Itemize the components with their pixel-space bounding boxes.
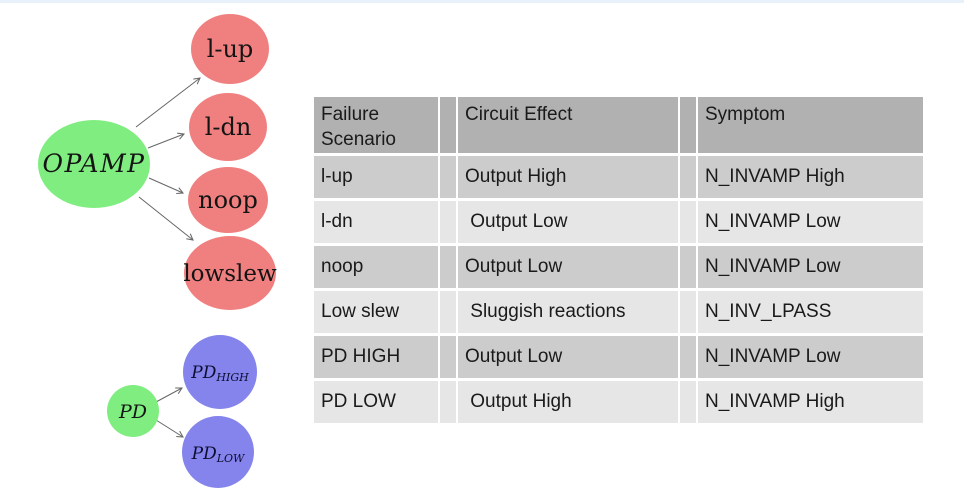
cell-symptom: N_INVAMP Low (698, 201, 923, 246)
node-lowslew (184, 236, 276, 310)
arrow-opamp-to-ldn (147, 132, 186, 149)
table-row: l-up Output High N_INVAMP High (314, 156, 923, 201)
cell-spacer (680, 381, 698, 423)
cell-effect: Output Low (458, 201, 680, 246)
cell-effect: Output Low (458, 246, 680, 291)
arrow-opamp-to-lup (135, 77, 201, 128)
node-noop (188, 167, 268, 233)
cell-spacer (680, 156, 698, 201)
cell-scenario: Low slew (314, 291, 440, 336)
cell-symptom: N_INV_LPASS (698, 291, 923, 336)
node-ldn (189, 93, 267, 161)
node-pdhigh (183, 335, 257, 409)
top-strip (0, 0, 964, 3)
node-pd-label: PD (118, 401, 147, 423)
cell-effect: Output Low (458, 336, 680, 381)
node-opamp (38, 120, 150, 208)
cell-effect: Output High (458, 156, 680, 201)
arrow-pd-to-pdhigh (155, 387, 183, 403)
cell-scenario: l-dn (314, 201, 440, 246)
cell-spacer (680, 201, 698, 246)
failure-scenario-table: Failure Scenario Circuit Effect Symptom … (314, 97, 923, 423)
cell-symptom: N_INVAMP Low (698, 336, 923, 381)
col-header-symptom: Symptom (698, 97, 923, 156)
table-row: l-dn Output Low N_INVAMP Low (314, 201, 923, 246)
cell-scenario: noop (314, 246, 440, 291)
node-lup (191, 14, 269, 84)
arrow-opamp-to-lowslew (138, 196, 194, 241)
node-noop-label: noop (198, 186, 258, 214)
fault-tree-diagram: OPAMP l-up l-dn noop lowslew PD PDHIGH P… (38, 14, 277, 488)
cell-spacer (440, 201, 458, 246)
cell-symptom: N_INVAMP High (698, 156, 923, 201)
node-pdlow (182, 416, 254, 488)
cell-effect: Output High (458, 381, 680, 423)
cell-spacer (680, 291, 698, 336)
node-opamp-label: OPAMP (43, 149, 146, 178)
cell-scenario: l-up (314, 156, 440, 201)
cell-effect: Sluggish reactions (458, 291, 680, 336)
cell-spacer (680, 336, 698, 381)
table-row: PD LOW Output High N_INVAMP High (314, 381, 923, 423)
node-pd (107, 385, 159, 437)
cell-symptom: N_INVAMP Low (698, 246, 923, 291)
col-header-circuit-effect: Circuit Effect (458, 97, 680, 156)
cell-spacer (440, 291, 458, 336)
cell-spacer (440, 336, 458, 381)
col-header-failure-scenario: Failure Scenario (314, 97, 440, 156)
cell-scenario: PD HIGH (314, 336, 440, 381)
cell-spacer (440, 246, 458, 291)
table-header-row: Failure Scenario Circuit Effect Symptom (314, 97, 923, 156)
cell-spacer (440, 381, 458, 423)
arrow-pd-to-pdlow (155, 419, 184, 438)
cell-spacer (680, 246, 698, 291)
cell-spacer (440, 156, 458, 201)
table-row: noop Output Low N_INVAMP Low (314, 246, 923, 291)
cell-scenario: PD LOW (314, 381, 440, 423)
node-ldn-label: l-dn (205, 113, 252, 141)
node-pdlow-label: PDLOW (191, 444, 246, 465)
node-lup-label: l-up (207, 35, 254, 63)
node-lowslew-label: lowslew (183, 261, 277, 287)
cell-symptom: N_INVAMP High (698, 381, 923, 423)
table-row: PD HIGH Output Low N_INVAMP Low (314, 336, 923, 381)
table-row: Low slew Sluggish reactions N_INV_LPASS (314, 291, 923, 336)
col-header-spacer (680, 97, 698, 156)
arrow-opamp-to-noop (148, 177, 185, 195)
col-header-spacer (440, 97, 458, 156)
node-pdhigh-label: PDHIGH (190, 363, 249, 384)
